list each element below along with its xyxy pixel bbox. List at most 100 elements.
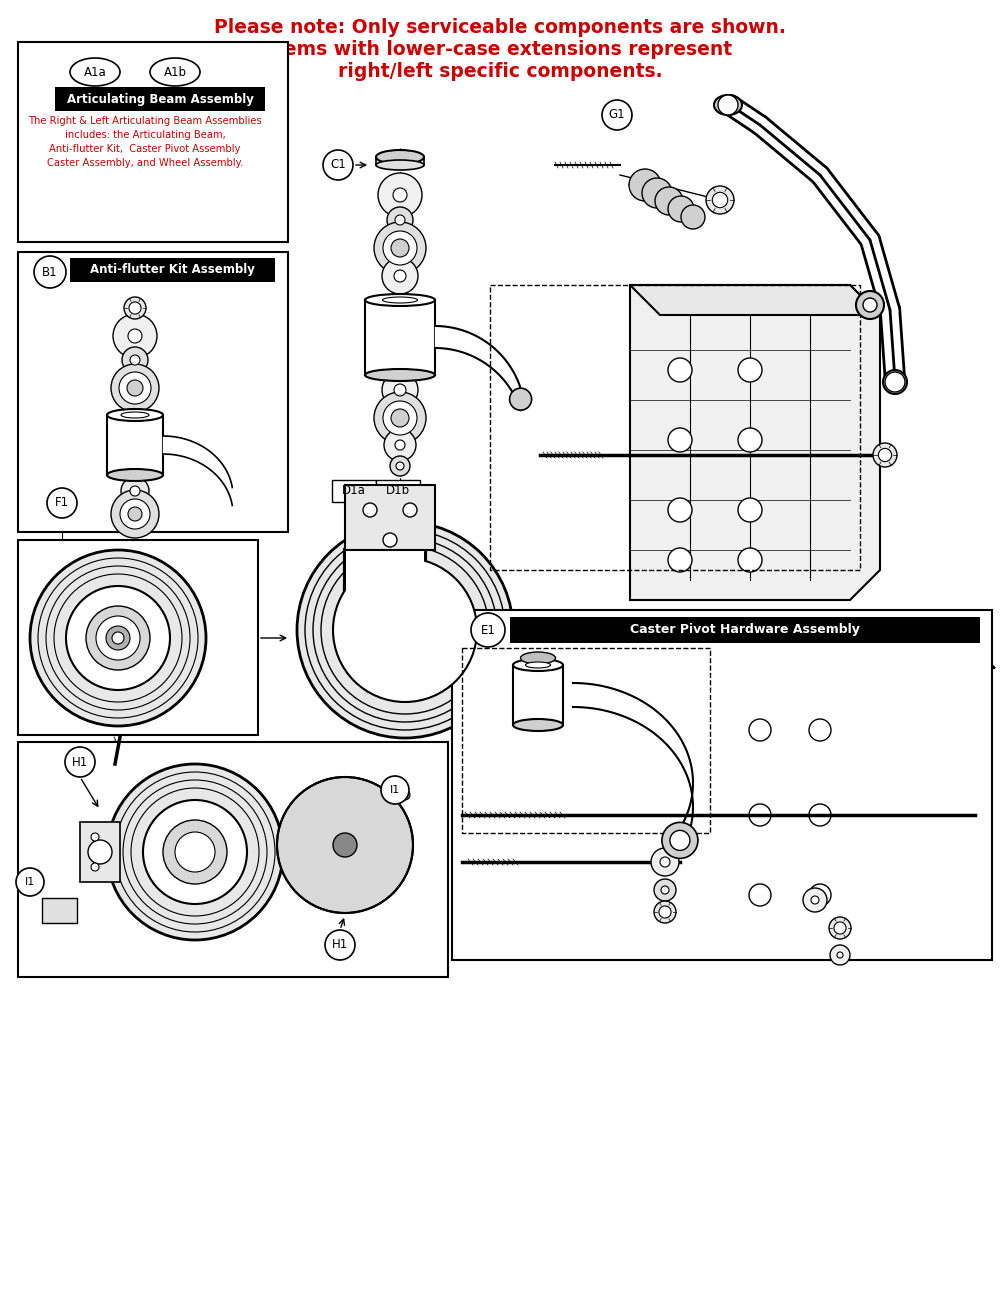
Circle shape bbox=[121, 477, 149, 505]
Circle shape bbox=[363, 503, 377, 518]
Circle shape bbox=[471, 613, 505, 647]
Circle shape bbox=[175, 833, 215, 872]
Circle shape bbox=[111, 490, 159, 538]
Ellipse shape bbox=[382, 297, 418, 303]
Bar bbox=[18, 540, 258, 735]
Text: I1: I1 bbox=[25, 877, 35, 887]
Circle shape bbox=[323, 150, 353, 180]
Circle shape bbox=[130, 486, 140, 495]
Text: E1: E1 bbox=[481, 623, 495, 637]
Bar bbox=[107, 416, 163, 474]
Circle shape bbox=[830, 945, 850, 965]
Ellipse shape bbox=[513, 719, 563, 731]
Bar bbox=[18, 252, 288, 532]
Circle shape bbox=[651, 848, 679, 876]
Circle shape bbox=[107, 765, 283, 940]
Circle shape bbox=[378, 173, 422, 217]
Polygon shape bbox=[630, 285, 880, 600]
Bar bbox=[510, 617, 980, 643]
Circle shape bbox=[128, 507, 142, 521]
Circle shape bbox=[16, 868, 44, 897]
Circle shape bbox=[47, 488, 77, 518]
Bar bbox=[70, 257, 275, 282]
Ellipse shape bbox=[150, 58, 200, 86]
Circle shape bbox=[629, 169, 661, 201]
Circle shape bbox=[654, 901, 676, 923]
Circle shape bbox=[681, 205, 705, 229]
Ellipse shape bbox=[513, 659, 563, 670]
Circle shape bbox=[384, 429, 416, 461]
Text: C1: C1 bbox=[330, 158, 346, 171]
Circle shape bbox=[163, 819, 227, 884]
Circle shape bbox=[113, 314, 157, 358]
Text: The Right & Left Articulating Beam Assemblies
includes: the Articulating Beam,
A: The Right & Left Articulating Beam Assem… bbox=[28, 116, 262, 169]
Circle shape bbox=[111, 365, 159, 412]
Circle shape bbox=[391, 239, 409, 257]
Circle shape bbox=[829, 918, 851, 938]
Circle shape bbox=[374, 222, 426, 274]
Text: Caster Pivot Hardware Assembly: Caster Pivot Hardware Assembly bbox=[630, 623, 860, 637]
Text: Please note: Only serviceable components are shown.: Please note: Only serviceable components… bbox=[214, 18, 786, 37]
Text: I1: I1 bbox=[390, 786, 400, 795]
Text: B1: B1 bbox=[42, 265, 58, 278]
Ellipse shape bbox=[526, 663, 550, 668]
Circle shape bbox=[96, 616, 140, 660]
Text: Anti-flutter Kit Assembly: Anti-flutter Kit Assembly bbox=[90, 264, 255, 277]
Circle shape bbox=[749, 804, 771, 826]
Circle shape bbox=[668, 548, 692, 572]
Circle shape bbox=[403, 503, 417, 518]
Ellipse shape bbox=[883, 370, 907, 393]
Circle shape bbox=[400, 789, 410, 800]
Circle shape bbox=[390, 456, 410, 476]
Bar bbox=[42, 898, 77, 923]
Circle shape bbox=[128, 329, 142, 342]
Circle shape bbox=[659, 906, 671, 918]
Circle shape bbox=[120, 499, 150, 529]
Circle shape bbox=[383, 401, 417, 435]
Bar bbox=[55, 88, 265, 111]
Text: H1: H1 bbox=[332, 938, 348, 951]
Ellipse shape bbox=[365, 369, 435, 382]
Circle shape bbox=[65, 748, 95, 776]
Circle shape bbox=[333, 558, 477, 702]
Circle shape bbox=[660, 857, 670, 867]
Polygon shape bbox=[630, 285, 880, 315]
Ellipse shape bbox=[70, 58, 120, 86]
Circle shape bbox=[297, 521, 513, 738]
Ellipse shape bbox=[376, 150, 424, 163]
Ellipse shape bbox=[714, 95, 742, 115]
Circle shape bbox=[395, 440, 405, 450]
Circle shape bbox=[333, 833, 357, 857]
Circle shape bbox=[642, 178, 672, 208]
Bar bbox=[345, 485, 435, 550]
Circle shape bbox=[382, 257, 418, 294]
Circle shape bbox=[668, 196, 694, 222]
Text: /: / bbox=[142, 64, 148, 80]
Circle shape bbox=[394, 384, 406, 396]
Circle shape bbox=[668, 498, 692, 521]
Polygon shape bbox=[720, 650, 975, 940]
Circle shape bbox=[809, 884, 831, 906]
Circle shape bbox=[387, 207, 413, 233]
Circle shape bbox=[749, 884, 771, 906]
Circle shape bbox=[382, 372, 418, 408]
Bar bbox=[18, 42, 288, 242]
Circle shape bbox=[661, 886, 669, 894]
Circle shape bbox=[393, 188, 407, 203]
Circle shape bbox=[91, 833, 99, 840]
Circle shape bbox=[654, 880, 676, 901]
Circle shape bbox=[394, 271, 406, 282]
Circle shape bbox=[396, 461, 404, 471]
Bar bbox=[346, 550, 424, 620]
Bar bbox=[462, 648, 710, 833]
Ellipse shape bbox=[107, 469, 163, 481]
Text: H1: H1 bbox=[72, 755, 88, 769]
Circle shape bbox=[383, 533, 397, 548]
Circle shape bbox=[391, 409, 409, 427]
Circle shape bbox=[119, 372, 151, 404]
Text: F1: F1 bbox=[55, 497, 69, 510]
Circle shape bbox=[383, 231, 417, 265]
Circle shape bbox=[706, 186, 734, 214]
Circle shape bbox=[885, 372, 905, 392]
Ellipse shape bbox=[107, 409, 163, 421]
